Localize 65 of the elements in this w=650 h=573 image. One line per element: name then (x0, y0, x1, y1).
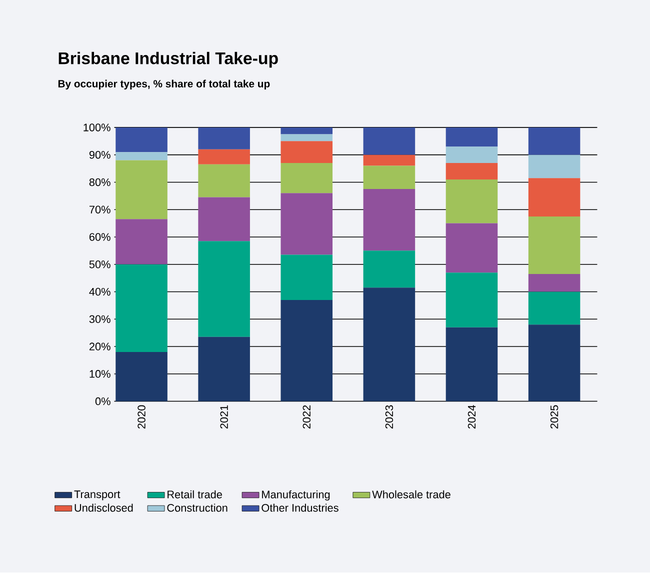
chart-subtitle: By occupier types, % share of total take up (58, 80, 270, 90)
y-tick-label: 40% (89, 288, 110, 296)
bar (280, 128, 333, 135)
bar (116, 352, 168, 402)
bar (198, 241, 250, 338)
y-tick-label: 20% (89, 342, 110, 351)
bar (280, 193, 333, 255)
bar (280, 141, 333, 164)
bar (446, 128, 498, 147)
bar (446, 272, 498, 328)
bar (280, 255, 333, 300)
bar (198, 164, 250, 198)
x-tick-label: 2022 (302, 406, 310, 429)
bar (363, 155, 416, 166)
legend-label: Retail trade (168, 490, 222, 499)
bar (198, 337, 250, 402)
y-tick-label: 50% (89, 260, 110, 268)
y-tick-label: 10% (90, 370, 110, 378)
bar (528, 324, 580, 402)
bar (528, 292, 580, 325)
bar (446, 146, 498, 164)
bar (528, 155, 580, 178)
bar (528, 274, 580, 292)
bar (116, 152, 168, 161)
bar (446, 163, 498, 180)
legend-label: Other Industries (262, 504, 338, 512)
y-tick-label: 80% (89, 178, 110, 186)
bar (363, 166, 416, 190)
bar (446, 328, 498, 402)
legend-label: Wholesale trade (372, 490, 450, 499)
legend-label: Manufacturing (262, 490, 330, 501)
bar (116, 264, 168, 352)
bar (446, 180, 498, 224)
bar (116, 128, 168, 152)
y-tick-label: 90% (89, 151, 110, 159)
bar (363, 250, 416, 288)
bar (528, 128, 580, 156)
bar (363, 189, 416, 251)
y-tick-label: 100% (84, 124, 110, 132)
bar (280, 163, 333, 194)
legend-label: Construction (167, 504, 228, 512)
legend-label: Transport (74, 490, 120, 501)
x-tick-label: 2020 (138, 405, 146, 429)
bar (280, 300, 333, 402)
y-tick-label: 0% (95, 398, 110, 406)
x-tick-label: 2023 (385, 405, 394, 429)
chart-title: Brisbane Industrial Take-up (58, 52, 278, 68)
bar (528, 178, 580, 217)
bar (116, 219, 168, 265)
bar (363, 128, 416, 156)
bar (198, 128, 250, 150)
bar (363, 288, 416, 402)
legend-label: Undisclosed (74, 504, 133, 512)
bar (116, 160, 168, 220)
bar (280, 134, 333, 142)
x-tick-label: 2021 (220, 406, 228, 429)
bar (528, 216, 580, 274)
y-tick-label: 70% (90, 206, 110, 214)
y-tick-label: 30% (89, 316, 110, 324)
bar (446, 224, 498, 273)
x-tick-label: 2024 (468, 405, 476, 429)
bar (198, 197, 250, 242)
y-tick-label: 60% (90, 233, 110, 242)
bar (198, 150, 250, 165)
x-tick-label: 2025 (550, 405, 558, 429)
